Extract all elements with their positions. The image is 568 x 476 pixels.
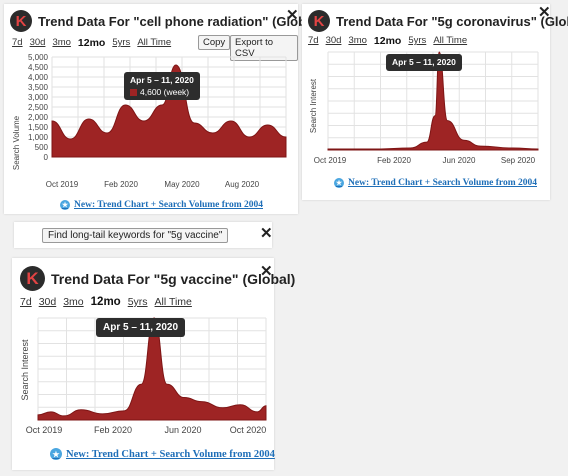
range-5yrs[interactable]: 5yrs bbox=[408, 35, 427, 46]
range-30d[interactable]: 30d bbox=[38, 296, 57, 308]
y-tick-label: 0 bbox=[44, 153, 49, 162]
chart-tooltip: Apr 5 – 11, 2020 bbox=[96, 318, 186, 337]
x-tick-label: Jun 2020 bbox=[164, 425, 201, 435]
range-5yrs[interactable]: 5yrs bbox=[127, 296, 148, 308]
find-long-tail-button[interactable]: Find long-tail keywords for "5g vaccine" bbox=[42, 228, 229, 243]
tooltip-date: Apr 5 – 11, 2020 bbox=[130, 75, 194, 85]
range-5yrs[interactable]: 5yrs bbox=[112, 37, 131, 48]
tooltip-value-row: 4,600 (week) bbox=[130, 86, 194, 98]
y-tick-label: 4,500 bbox=[28, 63, 49, 72]
range-30d[interactable]: 30d bbox=[325, 35, 342, 46]
star-icon: ★ bbox=[50, 448, 62, 460]
long-tail-panel: Find long-tail keywords for "5g vaccine"… bbox=[14, 222, 273, 248]
tooltip-value: 4,600 (week) bbox=[140, 87, 190, 97]
range-3mo[interactable]: 3mo bbox=[348, 35, 367, 46]
link-label: New: Trend Chart + Search Volume from 20… bbox=[74, 200, 263, 210]
range-all-time[interactable]: All Time bbox=[433, 35, 468, 46]
keywords-everywhere-logo: K bbox=[10, 10, 32, 32]
trend-chart-2004-link[interactable]: ★ New: Trend Chart + Search Volume from … bbox=[50, 448, 275, 460]
card-header: K Trend Data For "cell phone radiation" … bbox=[10, 10, 321, 32]
range-12mo[interactable]: 12mo bbox=[77, 37, 106, 49]
trend-chart[interactable]: Search Interest Oct 2019 Feb 2020 Jun 20… bbox=[12, 310, 274, 440]
close-icon[interactable]: ✕ bbox=[538, 4, 551, 21]
range-3mo[interactable]: 3mo bbox=[52, 37, 71, 48]
link-label: New: Trend Chart + Search Volume from 20… bbox=[348, 178, 537, 188]
range-12mo[interactable]: 12mo bbox=[90, 296, 121, 308]
y-tick-label: 2,000 bbox=[28, 113, 49, 122]
x-tick-label: Feb 2020 bbox=[104, 180, 138, 189]
card-title: Trend Data For "5g vaccine" (Global) bbox=[51, 270, 296, 287]
x-tick-label: Feb 2020 bbox=[94, 425, 132, 435]
y-tick-label: 3,500 bbox=[28, 83, 49, 92]
y-tick-label: 4,000 bbox=[28, 73, 49, 82]
x-tick-label: Oct 2019 bbox=[46, 180, 79, 189]
trend-card-cell-phone-radiation: K Trend Data For "cell phone radiation" … bbox=[4, 4, 321, 214]
range-7d[interactable]: 7d bbox=[12, 37, 23, 48]
copy-button[interactable]: Copy bbox=[198, 35, 231, 50]
series-swatch bbox=[130, 88, 137, 96]
keywords-everywhere-logo: K bbox=[20, 266, 45, 291]
x-tick-label: Sep 2020 bbox=[501, 156, 536, 165]
series-area bbox=[327, 51, 539, 151]
range-all-time[interactable]: All Time bbox=[137, 37, 172, 48]
chart-tooltip: Apr 5 – 11, 2020 4,600 (week) bbox=[124, 72, 200, 100]
time-range-tabs: 7d 30d 3mo 12mo 5yrs All Time bbox=[12, 37, 178, 49]
y-tick-label: 2,500 bbox=[28, 103, 49, 112]
x-tick-label: Oct 2019 bbox=[314, 156, 347, 165]
x-tick-label: May 2020 bbox=[164, 180, 200, 189]
x-tick-label: Oct 2020 bbox=[230, 425, 267, 435]
y-tick-label: 1,000 bbox=[28, 133, 49, 142]
card-title: Trend Data For "5g coronavirus" (Global) bbox=[336, 13, 568, 29]
range-3mo[interactable]: 3mo bbox=[63, 296, 84, 308]
y-tick-label: 5,000 bbox=[28, 53, 49, 62]
time-range-tabs: 7d 30d 3mo 12mo 5yrs All Time bbox=[20, 296, 199, 308]
range-30d[interactable]: 30d bbox=[29, 37, 46, 48]
range-7d[interactable]: 7d bbox=[20, 296, 32, 308]
trend-card-5g-coronavirus: K Trend Data For "5g coronavirus" (Globa… bbox=[302, 4, 568, 200]
x-tick-label: Aug 2020 bbox=[225, 180, 260, 189]
time-range-tabs: 7d 30d 3mo 12mo 5yrs All Time bbox=[308, 35, 474, 47]
y-tick-label: 1,500 bbox=[28, 123, 49, 132]
y-tick-label: 3,000 bbox=[28, 93, 49, 102]
range-12mo[interactable]: 12mo bbox=[373, 35, 402, 47]
range-all-time[interactable]: All Time bbox=[154, 296, 192, 308]
trend-card-5g-vaccine: K Trend Data For "5g vaccine" (Global) ✕… bbox=[12, 258, 295, 470]
trend-chart-2004-link[interactable]: ★ New: Trend Chart + Search Volume from … bbox=[60, 200, 263, 210]
x-tick-label: Jun 2020 bbox=[443, 156, 476, 165]
card-header: K Trend Data For "5g coronavirus" (Globa… bbox=[308, 10, 568, 32]
card-title: Trend Data For "cell phone radiation" (G… bbox=[38, 13, 322, 29]
close-icon[interactable]: ✕ bbox=[260, 263, 273, 280]
x-tick-label: Feb 2020 bbox=[377, 156, 411, 165]
x-tick-label: Oct 2019 bbox=[26, 425, 63, 435]
range-7d[interactable]: 7d bbox=[308, 35, 319, 46]
close-icon[interactable]: ✕ bbox=[260, 225, 273, 242]
close-icon[interactable]: ✕ bbox=[286, 7, 299, 24]
trend-chart[interactable]: Search Volume 5,000 4,500 4,000 3,500 3,… bbox=[4, 48, 298, 198]
link-label: New: Trend Chart + Search Volume from 20… bbox=[66, 448, 275, 460]
y-tick-label: 500 bbox=[35, 143, 49, 152]
star-icon: ★ bbox=[334, 178, 344, 188]
trend-chart-2004-link[interactable]: ★ New: Trend Chart + Search Volume from … bbox=[334, 178, 537, 188]
star-icon: ★ bbox=[60, 200, 70, 210]
y-axis-label: Search Interest bbox=[309, 78, 318, 133]
chart-tooltip: Apr 5 – 11, 2020 bbox=[386, 54, 462, 71]
y-axis-label: Search Volume bbox=[12, 115, 21, 170]
keywords-everywhere-logo: K bbox=[308, 10, 330, 32]
y-axis-label: Search Interest bbox=[20, 339, 30, 401]
card-header: K Trend Data For "5g vaccine" (Global) bbox=[20, 266, 295, 291]
